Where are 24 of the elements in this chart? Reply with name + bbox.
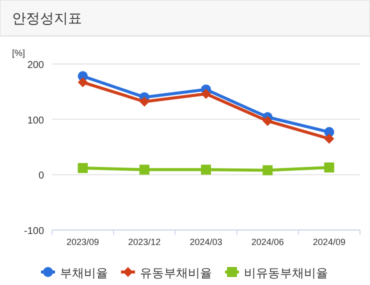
y-tick-label: 200 — [27, 60, 44, 71]
point — [201, 164, 211, 175]
y-tick-label: -100 — [24, 226, 44, 237]
legend-label: 유동부채비율 — [140, 266, 212, 280]
y-axis-title: [%] — [12, 48, 26, 58]
y-tick-label: 0 — [38, 170, 44, 182]
x-tick-label: 2023/09 — [66, 237, 100, 247]
point — [139, 96, 150, 107]
legend-label: 비유동부채비율 — [244, 266, 328, 280]
point — [324, 134, 334, 144]
x-tick-label: 2024/03 — [190, 237, 222, 247]
point — [201, 88, 211, 99]
x-tick-label: 2024/06 — [251, 237, 284, 247]
point — [262, 165, 273, 176]
x-tick-label: 2023/12 — [128, 237, 161, 247]
title: 안정성지표 — [12, 10, 82, 26]
point — [78, 77, 88, 88]
point — [78, 163, 88, 174]
point — [262, 116, 273, 126]
y-tick-label: 100 — [27, 115, 44, 126]
point — [324, 162, 334, 172]
point — [139, 164, 150, 175]
legend-label: 부채비율 — [60, 266, 108, 280]
x-tick-label: 2024/09 — [312, 237, 346, 247]
